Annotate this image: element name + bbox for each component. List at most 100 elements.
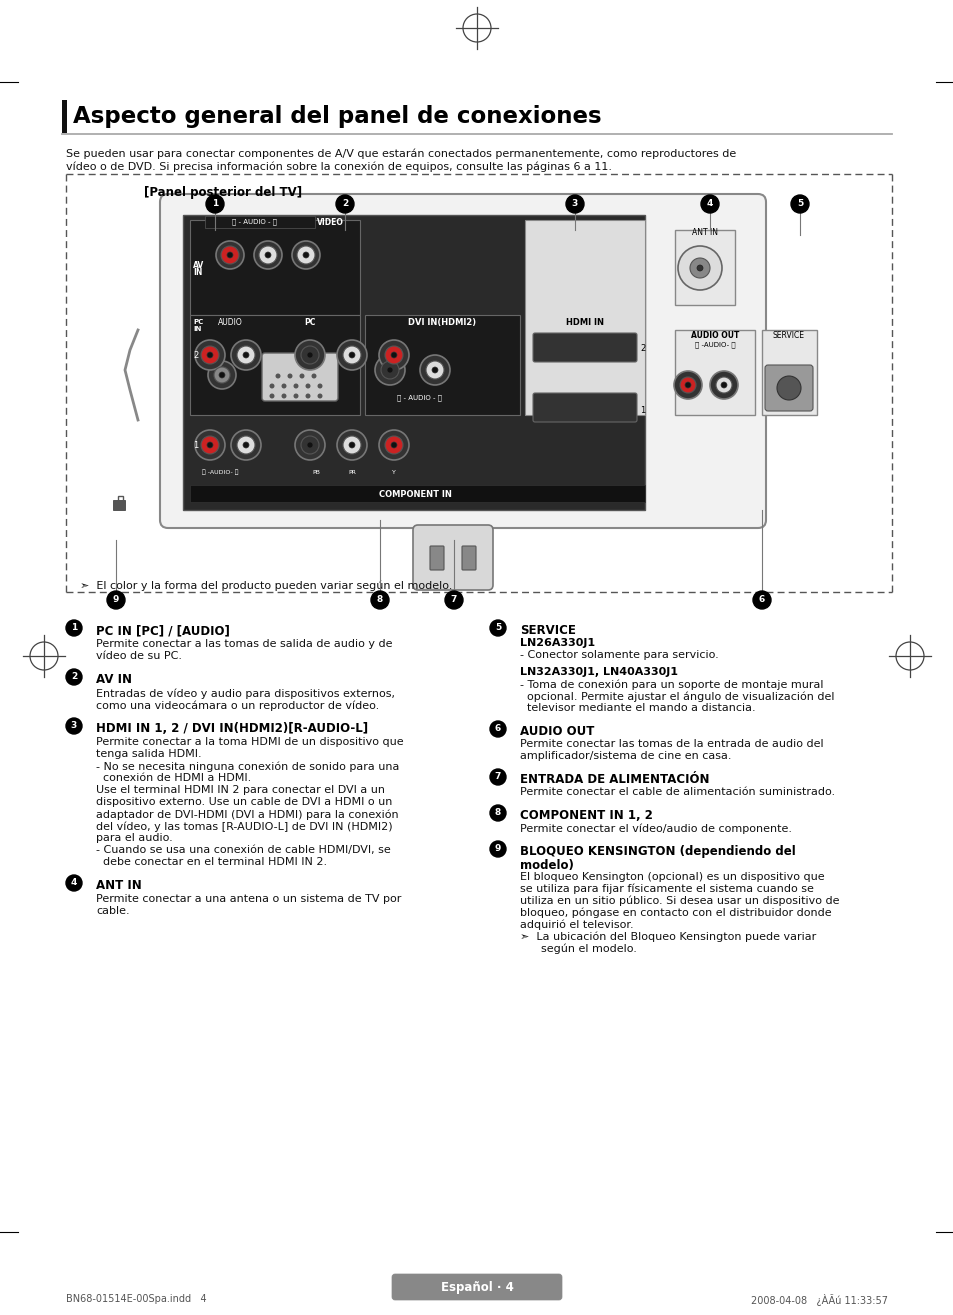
- Circle shape: [281, 384, 286, 388]
- Text: Se pueden usar para conectar componentes de A/V que estarán conectados permanent: Se pueden usar para conectar componentes…: [66, 149, 736, 159]
- Text: 5: 5: [796, 199, 802, 208]
- Text: VIDEO: VIDEO: [316, 217, 343, 226]
- Circle shape: [201, 346, 219, 364]
- Bar: [675, 230, 734, 305]
- Circle shape: [385, 437, 402, 454]
- Text: cable.: cable.: [96, 906, 130, 917]
- Circle shape: [253, 241, 282, 270]
- Circle shape: [294, 341, 325, 370]
- Text: Permite conectar el cable de alimentación suministrado.: Permite conectar el cable de alimentació…: [519, 786, 834, 797]
- Text: IN: IN: [193, 326, 201, 331]
- Text: SERVICE: SERVICE: [772, 330, 804, 339]
- Circle shape: [287, 373, 293, 379]
- Text: 9: 9: [112, 594, 119, 604]
- Text: Permite conectar a las tomas de salida de audio y de: Permite conectar a las tomas de salida d…: [96, 639, 392, 650]
- Text: ANT IN: ANT IN: [691, 227, 718, 237]
- Circle shape: [349, 352, 355, 358]
- Bar: [118, 496, 123, 504]
- Text: COMPONENT IN 1, 2: COMPONENT IN 1, 2: [519, 809, 652, 822]
- FancyBboxPatch shape: [160, 195, 765, 529]
- Text: HDMI IN: HDMI IN: [565, 317, 603, 326]
- Circle shape: [490, 842, 505, 857]
- FancyBboxPatch shape: [392, 1274, 561, 1301]
- Text: SERVICE: SERVICE: [519, 625, 576, 636]
- Circle shape: [281, 393, 286, 398]
- Text: PR: PR: [348, 469, 355, 475]
- Text: adquirió el televisor.: adquirió el televisor.: [519, 920, 633, 931]
- Circle shape: [378, 430, 409, 460]
- Text: AUDIO: AUDIO: [217, 317, 242, 326]
- Circle shape: [716, 377, 731, 393]
- Text: Ⓡ -AUDIO- Ⓛ: Ⓡ -AUDIO- Ⓛ: [201, 469, 238, 475]
- FancyBboxPatch shape: [262, 352, 337, 401]
- Text: AUDIO OUT: AUDIO OUT: [690, 330, 739, 339]
- Circle shape: [207, 442, 213, 448]
- Text: opcional. Permite ajustar el ángulo de visualización del: opcional. Permite ajustar el ángulo de v…: [519, 690, 834, 701]
- Text: televisor mediante el mando a distancia.: televisor mediante el mando a distancia.: [519, 704, 755, 713]
- Circle shape: [490, 805, 505, 821]
- Text: adaptador de DVI-HDMI (DVI a HDMI) para la conexión: adaptador de DVI-HDMI (DVI a HDMI) para …: [96, 809, 398, 819]
- Text: 1: 1: [71, 623, 77, 633]
- Circle shape: [371, 590, 389, 609]
- Circle shape: [231, 341, 261, 370]
- Text: 4: 4: [706, 199, 713, 208]
- Circle shape: [66, 718, 82, 734]
- Circle shape: [343, 437, 360, 454]
- Text: del vídeo, y las tomas [R-AUDIO-L] de DVI IN (HDMI2): del vídeo, y las tomas [R-AUDIO-L] de DV…: [96, 821, 393, 831]
- Circle shape: [317, 393, 322, 398]
- Text: Ⓡ - AUDIO - Ⓛ: Ⓡ - AUDIO - Ⓛ: [233, 218, 277, 225]
- Circle shape: [720, 381, 726, 388]
- Text: para el audio.: para el audio.: [96, 832, 172, 843]
- Circle shape: [790, 195, 808, 213]
- Text: utiliza en un sitio público. Si desea usar un dispositivo de: utiliza en un sitio público. Si desea us…: [519, 896, 839, 906]
- Circle shape: [700, 195, 719, 213]
- Bar: [190, 316, 359, 416]
- Bar: [524, 220, 644, 416]
- Text: amplificador/sistema de cine en casa.: amplificador/sistema de cine en casa.: [519, 751, 731, 761]
- Circle shape: [305, 384, 310, 388]
- Text: ➣  El color y la forma del producto pueden variar según el modelo.: ➣ El color y la forma del producto puede…: [80, 580, 452, 590]
- Circle shape: [107, 590, 125, 609]
- Circle shape: [294, 393, 298, 398]
- Bar: [62, 100, 67, 133]
- Text: 3: 3: [71, 721, 77, 730]
- Circle shape: [265, 252, 271, 258]
- Text: 2: 2: [193, 351, 198, 359]
- Circle shape: [236, 346, 254, 364]
- Circle shape: [432, 367, 437, 373]
- Text: como una videocámara o un reproductor de vídeo.: como una videocámara o un reproductor de…: [96, 700, 379, 710]
- Text: bloqueo, póngase en contacto con el distribuidor donde: bloqueo, póngase en contacto con el dist…: [519, 907, 831, 918]
- Circle shape: [697, 266, 702, 271]
- Text: tenga salida HDMI.: tenga salida HDMI.: [96, 750, 201, 759]
- Circle shape: [335, 195, 354, 213]
- Text: PB: PB: [312, 469, 319, 475]
- Text: 2008-04-08   ¿ÀÃú 11:33:57: 2008-04-08 ¿ÀÃú 11:33:57: [750, 1294, 887, 1306]
- Text: 9: 9: [495, 844, 500, 853]
- Circle shape: [301, 437, 318, 454]
- Text: 8: 8: [376, 594, 383, 604]
- Text: Español · 4: Español · 4: [440, 1281, 513, 1294]
- FancyBboxPatch shape: [764, 366, 812, 412]
- FancyBboxPatch shape: [533, 333, 637, 362]
- Circle shape: [258, 246, 276, 264]
- Circle shape: [305, 393, 310, 398]
- Circle shape: [385, 346, 402, 364]
- Circle shape: [378, 341, 409, 370]
- Circle shape: [66, 874, 82, 892]
- Circle shape: [776, 376, 801, 400]
- Circle shape: [66, 669, 82, 685]
- Bar: [183, 214, 644, 510]
- Circle shape: [312, 373, 316, 379]
- Circle shape: [231, 430, 261, 460]
- Text: 7: 7: [451, 594, 456, 604]
- Text: - Toma de conexión para un soporte de montaje mural: - Toma de conexión para un soporte de mo…: [519, 679, 822, 689]
- Circle shape: [380, 362, 398, 379]
- Text: Use el terminal HDMI IN 2 para conectar el DVI a un: Use el terminal HDMI IN 2 para conectar …: [96, 785, 385, 796]
- Text: PC: PC: [304, 317, 315, 326]
- Text: Y: Y: [392, 469, 395, 475]
- Circle shape: [444, 590, 462, 609]
- Text: 1: 1: [212, 199, 218, 208]
- Text: dispositivo externo. Use un cable de DVI a HDMI o un: dispositivo externo. Use un cable de DVI…: [96, 797, 392, 807]
- Text: AV: AV: [193, 260, 204, 270]
- Text: 1: 1: [193, 441, 198, 450]
